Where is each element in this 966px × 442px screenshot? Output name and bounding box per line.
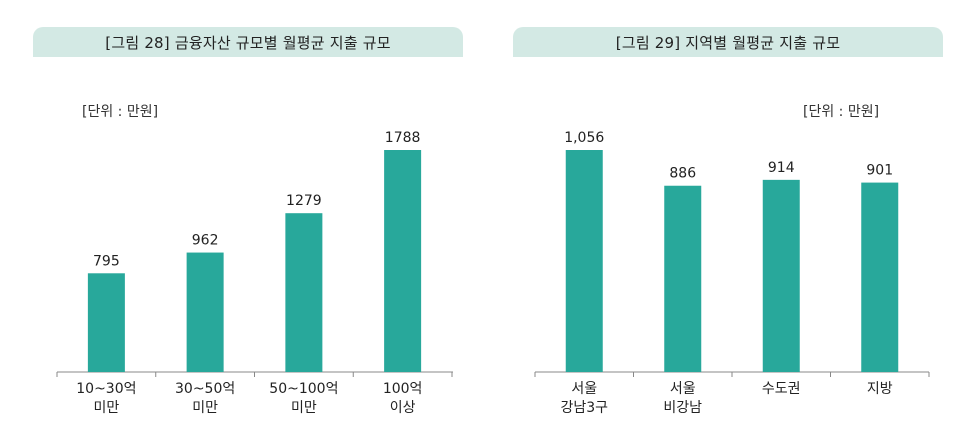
category-label: 30~50억: [175, 381, 235, 397]
bar: [87, 273, 125, 372]
chart-panel-asset-size: [그림 28] 금융자산 규모별 월평균 지출 규모 [단위 : 만원] 795…: [33, 27, 463, 416]
category-label: 수도권: [762, 381, 801, 397]
data-label: 795: [93, 253, 120, 269]
bar: [664, 185, 702, 372]
category-label: 100억: [383, 381, 423, 397]
data-label: 1279: [286, 193, 322, 209]
category-label: 10~30억: [76, 381, 136, 397]
chart-title: [그림 29] 지역별 월평균 지출 규모: [513, 27, 943, 57]
category-label: 미만: [192, 400, 218, 416]
bar: [285, 213, 323, 372]
data-label: 962: [192, 233, 219, 249]
data-label: 886: [669, 166, 696, 182]
bar: [565, 150, 603, 372]
category-label: 서울: [670, 381, 696, 397]
unit-label: [단위 : 만원]: [82, 104, 159, 120]
chart-title: [그림 28] 금융자산 규모별 월평균 지출 규모: [33, 27, 463, 57]
bar: [186, 252, 224, 372]
data-label: 914: [768, 160, 795, 176]
category-label: 이상: [390, 400, 416, 416]
data-label: 1,056: [564, 130, 604, 146]
bar: [762, 179, 800, 372]
category-label: 강남3구: [560, 400, 608, 416]
category-label: 지방: [867, 381, 893, 397]
data-label: 901: [866, 163, 893, 179]
unit-label: [단위 : 만원]: [803, 104, 880, 120]
category-label: 미만: [291, 400, 317, 416]
bar: [861, 182, 899, 372]
category-label: 미만: [93, 400, 119, 416]
category-label: 50~100억: [269, 381, 338, 397]
data-label: 1788: [385, 130, 421, 146]
category-label: 서울: [571, 381, 597, 397]
category-label: 비강남: [663, 400, 702, 416]
bar: [384, 150, 422, 372]
